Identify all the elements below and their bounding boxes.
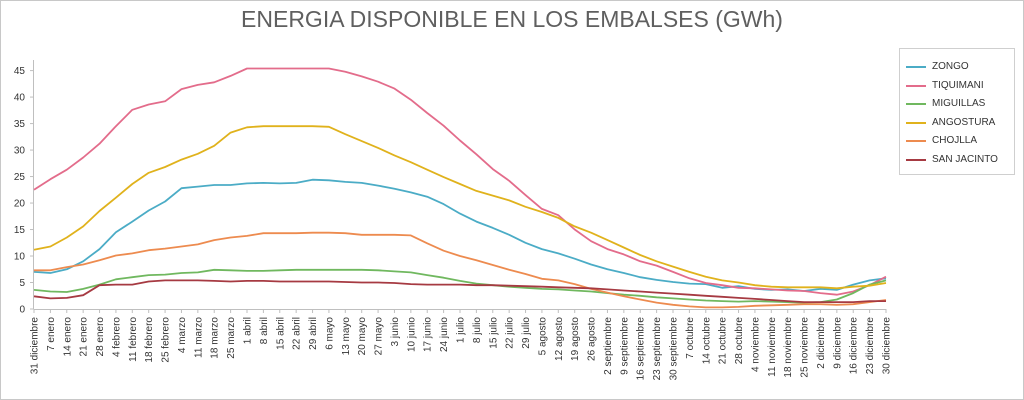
y-tick-label: 45 — [14, 66, 26, 77]
x-tick-label: 5 agosto — [537, 317, 548, 356]
x-tick-label: 28 enero — [95, 317, 106, 357]
x-tick-label: 27 mayo — [374, 317, 385, 356]
x-tick-label: 20 mayo — [357, 317, 368, 356]
legend-item: CHOJLLA — [906, 134, 1012, 148]
x-tick-label: 12 agosto — [554, 317, 565, 361]
x-tick-label: 18 marzo — [210, 317, 221, 359]
x-tick-label: 25 febrero — [161, 317, 172, 363]
x-tick-label: 18 noviembre — [783, 317, 794, 378]
y-tick-label: 10 — [14, 252, 26, 263]
legend-label: CHOJLLA — [932, 135, 978, 146]
x-tick-label: 7 octubre — [685, 317, 696, 359]
y-tick-label: 5 — [19, 278, 25, 289]
y-tick-label: 40 — [14, 93, 26, 104]
x-tick-label: 11 marzo — [193, 317, 204, 358]
legend: ZONGO TIQUIMANI MIGUILLAS ANGOSTURA CHOJLLA S… — [899, 48, 1015, 175]
legend-swatch — [906, 84, 926, 87]
x-tick-label: 18 febrero — [144, 317, 155, 363]
x-tick-label: 29 julio — [521, 317, 532, 349]
legend-swatch — [906, 121, 926, 124]
x-tick-label: 19 agosto — [570, 317, 581, 361]
x-tick-label: 21 enero — [79, 317, 90, 357]
series-line-angostura — [33, 125, 887, 290]
x-tick-label: 25 noviembre — [800, 317, 811, 378]
x-tick-label: 21 octubre — [718, 317, 729, 365]
x-tick-label: 4 marzo — [177, 317, 188, 354]
x-tick-label: 22 julio — [505, 317, 516, 349]
legend-label: ZONGO — [932, 61, 969, 72]
legend-item: TIQUIMANI — [906, 79, 1012, 93]
y-tick-label: 25 — [14, 172, 26, 183]
x-tick-label: 17 junio — [423, 317, 434, 352]
x-tick-label: 4 noviembre — [750, 317, 761, 372]
y-tick-label: 15 — [14, 225, 26, 236]
x-tick-label: 2 septiembre — [603, 317, 614, 375]
x-tick-label: 30 diciembre — [882, 317, 893, 375]
x-tick-label: 15 julio — [488, 317, 499, 349]
legend-swatch — [906, 103, 926, 105]
x-tick-label: 2 diciembre — [816, 317, 827, 369]
x-tick-label: 22 abril — [292, 317, 303, 350]
x-tick-label: 1 julio — [456, 317, 467, 344]
x-tick-label: 1 abril — [243, 317, 254, 344]
x-tick-label: 9 diciembre — [832, 317, 843, 369]
x-tick-label: 7 enero — [46, 317, 57, 351]
x-tick-label: 9 septiembre — [619, 317, 630, 375]
x-tick-label: 23 septiembre — [652, 317, 663, 381]
y-tick-label: 35 — [14, 119, 26, 130]
x-tick-label: 16 diciembre — [849, 317, 860, 375]
x-tick-label: 6 mayo — [324, 317, 335, 350]
legend-label: SAN JACINTO — [932, 153, 998, 165]
x-tick-label: 11 febrero — [128, 317, 139, 362]
x-tick-label: 13 mayo — [341, 317, 352, 356]
legend-swatch — [906, 140, 926, 142]
x-tick-label: 8 julio — [472, 317, 483, 344]
x-tick-label: 24 junio — [439, 317, 450, 352]
x-tick-label: 4 febrero — [111, 317, 122, 357]
series-line-tiquimani — [33, 67, 887, 296]
x-tick-label: 14 enero — [62, 317, 73, 357]
series-line-chojlla — [34, 231, 887, 309]
legend-label: TIQUIMANI — [932, 79, 984, 91]
y-tick-label: 0 — [19, 305, 25, 316]
x-tick-label: 26 agosto — [587, 317, 598, 361]
x-tick-label: 3 junio — [390, 317, 401, 347]
legend-item: ANGOSTURA — [906, 116, 1012, 130]
series-line-miguillas — [33, 268, 887, 304]
x-tick-label: 29 abril — [308, 317, 319, 350]
x-tick-label: 31 diciembre — [30, 317, 41, 375]
legend-item: ZONGO — [906, 60, 1012, 74]
y-tick-label: 20 — [14, 199, 26, 210]
legend-item: MIGUILLAS — [906, 97, 1012, 111]
x-tick-label: 15 abril — [275, 317, 286, 350]
series-line-san-jacinto — [33, 279, 886, 304]
x-tick-label: 16 septiembre — [636, 317, 647, 381]
x-tick-label: 25 marzo — [226, 317, 237, 359]
legend-label: ANGOSTURA — [932, 116, 996, 128]
legend-label: MIGUILLAS — [932, 98, 986, 109]
chart-title: ENERGIA DISPONIBLE EN LOS EMBALSES (GWh) — [241, 6, 783, 32]
x-tick-label: 30 septiembre — [669, 317, 680, 381]
legend-swatch — [906, 158, 926, 161]
x-tick-label: 14 octubre — [701, 317, 712, 365]
x-tick-label: 8 abril — [259, 317, 270, 344]
y-tick-label: 30 — [14, 146, 26, 157]
x-tick-label: 11 noviembre — [767, 317, 778, 377]
legend-item: SAN JACINTO — [906, 153, 1012, 167]
legend-swatch — [906, 66, 926, 68]
x-tick-label: 10 junio — [406, 317, 417, 352]
x-tick-label: 23 diciembre — [865, 317, 876, 375]
x-tick-label: 28 octubre — [734, 317, 745, 365]
